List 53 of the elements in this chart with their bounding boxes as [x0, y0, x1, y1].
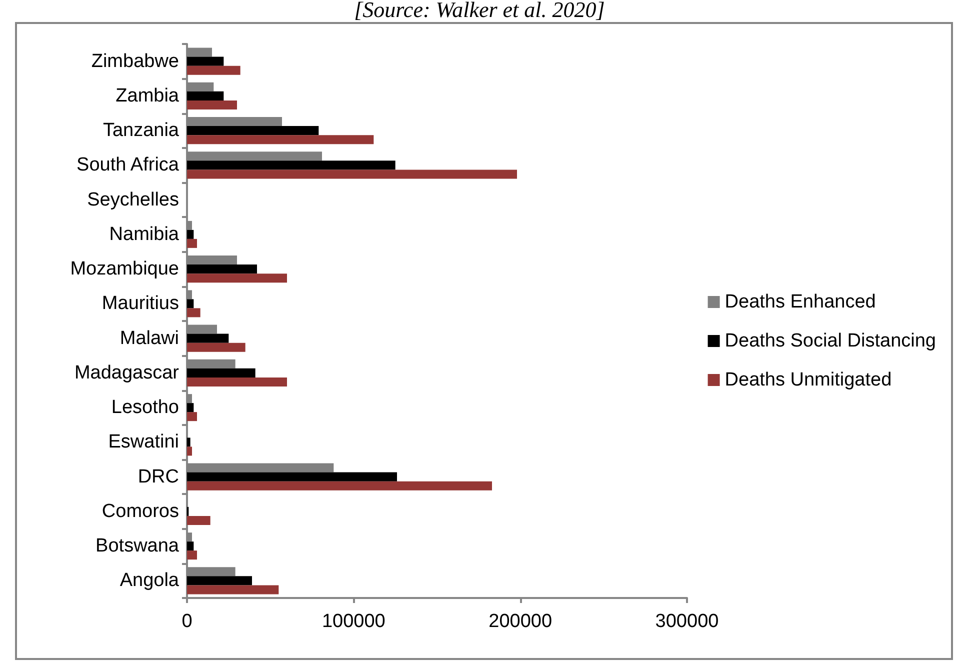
x-tick-label: 0: [182, 611, 192, 632]
bar: [187, 135, 374, 144]
bar: [187, 438, 190, 447]
bar: [187, 56, 224, 66]
y-tick-label: Mozambique: [70, 258, 179, 280]
bar: [187, 481, 492, 490]
y-tick-label: Comoros: [102, 500, 179, 522]
x-tick-label: 300000: [655, 611, 719, 632]
y-tick-label: Eswatini: [108, 432, 179, 453]
y-tick-label: Lesotho: [111, 397, 179, 418]
y-tick-label: Angola: [120, 570, 180, 592]
text: [Source: Walker et al. 2020]: [353, 0, 606, 22]
bar: [187, 585, 279, 594]
y-tick-label: Zimbabwe: [91, 50, 179, 72]
y-tick-label: Namibia: [109, 224, 180, 245]
bar: [187, 238, 197, 248]
legend-label: Deaths Enhanced: [724, 292, 876, 312]
bar: [187, 100, 237, 110]
bar: [187, 472, 397, 482]
bar: [187, 160, 396, 170]
y-tick-label: South Africa: [76, 154, 180, 176]
y-tick-label: Zambia: [116, 85, 180, 106]
x-tick-label: 200000: [488, 611, 552, 632]
bar: [187, 542, 194, 551]
legend-label: Deaths Social Distancing: [724, 330, 936, 352]
y-tick-label: Malawi: [120, 328, 179, 349]
bar: [187, 446, 192, 456]
bar: [187, 368, 256, 378]
bar: [187, 66, 240, 75]
bar: [187, 126, 319, 136]
bar: [187, 230, 194, 239]
bar: [187, 550, 197, 560]
y-tick-label: Botswana: [96, 536, 180, 557]
bar: [187, 516, 210, 525]
y-tick-label: Seychelles: [87, 189, 179, 210]
bar: [187, 412, 197, 422]
bar: [187, 299, 194, 308]
bar: [187, 264, 257, 274]
bar: [187, 576, 252, 586]
bar: [187, 308, 200, 318]
bar: [187, 342, 246, 352]
bar: [187, 403, 194, 412]
y-tick-label: Tanzania: [102, 120, 180, 142]
y-tick-label: Mauritius: [102, 293, 179, 314]
bar: [187, 170, 517, 179]
y-tick-label: Madagascar: [74, 362, 180, 384]
bar: [187, 334, 229, 343]
y-tick-label: DRC: [138, 466, 179, 488]
bar: [187, 274, 287, 283]
bar: [187, 377, 287, 386]
legend-label: Deaths Unmitigated: [724, 370, 892, 390]
x-tick-label: 100000: [322, 611, 386, 632]
bar: [187, 91, 224, 100]
